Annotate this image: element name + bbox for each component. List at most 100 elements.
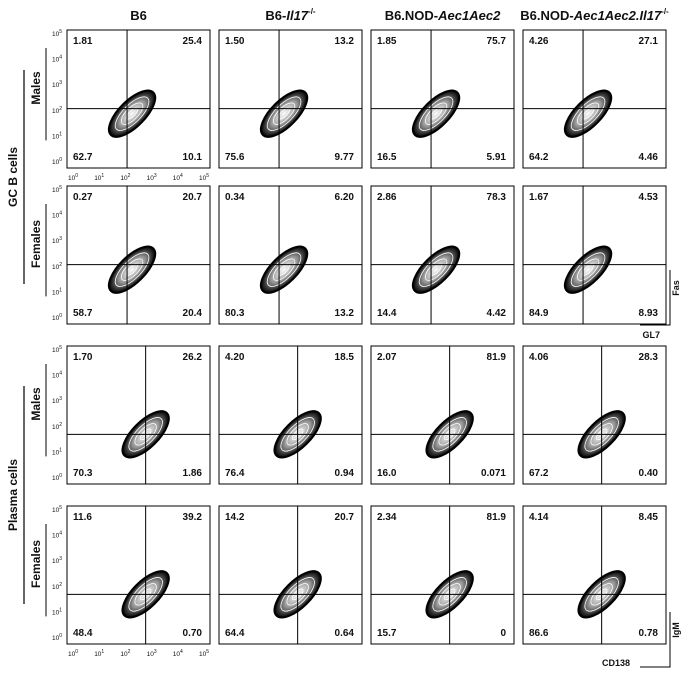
plot-frame [370,505,515,645]
y-tick-label: 104 [52,371,62,380]
y-tick-label: 103 [52,236,62,245]
x-tick-label: 104 [173,173,183,182]
contour [590,423,613,446]
tick-base: 10 [173,651,181,658]
tick-base: 10 [52,635,60,642]
column-header: B6-Il17-/- [265,7,316,23]
tick-base: 10 [52,373,60,380]
contour [272,258,296,281]
quadrant-lr: 0.70 [183,628,203,639]
header-part: B6.NOD- [385,8,438,23]
tick-base: 10 [52,133,60,140]
quadrant-ur: 4.53 [639,192,659,203]
contour [280,577,315,612]
header-part: B6 [130,8,147,23]
contour [418,96,454,131]
quadrant-ll: 48.4 [73,628,93,639]
quadrant-ll: 64.2 [529,152,549,163]
quadrant-ul: 14.2 [225,512,245,523]
contour [139,428,152,441]
tick-base: 10 [68,175,76,182]
contour [120,258,144,281]
y-tick-label: 103 [52,396,62,405]
tick-base: 10 [120,651,128,658]
x-tick-label: 100 [68,649,78,658]
group-label: Plasma cells [6,459,20,531]
quadrant-ul: 1.50 [225,36,245,47]
row-label: Males [29,387,43,421]
quadrant-ll: 86.6 [529,628,549,639]
contour [128,577,163,612]
tick-exp: 1 [59,287,62,293]
y-tick-label: 105 [52,505,62,514]
tick-base: 10 [52,82,60,89]
tick-base: 10 [52,238,60,245]
tick-base: 10 [52,398,60,405]
quadrant-ll: 14.4 [377,308,397,319]
contour [114,96,150,131]
y-tick-label: 105 [52,185,62,194]
tick-base: 10 [52,264,60,271]
tick-exp: 0 [75,649,78,655]
quadrant-ur: 18.5 [335,352,355,363]
tick-base: 10 [52,187,60,194]
quadrant-ul: 2.34 [377,512,397,523]
tick-base: 10 [52,584,60,591]
tick-exp: 2 [128,649,131,655]
tick-exp: 1 [59,131,62,137]
x-tick-label: 104 [173,649,183,658]
quadrant-ul: 4.26 [529,36,549,47]
tick-exp: 1 [59,607,62,613]
tick-exp: 3 [154,649,157,655]
x-tick-label: 100 [68,173,78,182]
tick-base: 10 [68,651,76,658]
contour [411,245,461,294]
header-part: -/- [661,7,669,16]
tick-exp: 4 [180,649,183,655]
contour [570,96,606,131]
contour [595,588,608,601]
y-tick-label: 101 [52,131,62,140]
tick-exp: 4 [180,173,183,179]
tick-base: 10 [52,347,60,354]
plot-frame [218,505,363,645]
tick-base: 10 [199,651,207,658]
tick-base: 10 [52,159,60,166]
quadrant-lr: 8.93 [639,308,659,319]
x-tick-label: 105 [199,649,209,658]
contour [286,423,309,446]
contour [424,258,448,281]
column-header: B6 [130,8,147,23]
quadrant-lr: 5.91 [487,152,507,163]
tick-base: 10 [94,175,102,182]
quadrant-ll: 64.4 [225,628,245,639]
x-tick-label: 102 [120,649,130,658]
contour [576,102,600,125]
x-tick-label: 105 [199,173,209,182]
contour [291,428,304,441]
tick-exp: 0 [59,473,62,479]
quadrant-ul: 1.70 [73,352,93,363]
contour [114,252,150,287]
quadrant-ll: 75.6 [225,152,245,163]
tick-base: 10 [173,175,181,182]
y-tick-label: 102 [52,582,62,591]
column-header: B6.NOD-Aec1Aec2 [385,8,501,23]
contour [139,588,152,601]
contour [584,577,619,612]
quadrant-ul: 0.34 [225,192,245,203]
quadrant-ul: 2.86 [377,192,397,203]
quadrant-ul: 1.81 [73,36,93,47]
contour [432,417,467,452]
header-part: -/- [308,7,316,16]
contour [443,588,456,601]
quadrant-ll: 76.4 [225,468,245,479]
quadrant-lr: 0.071 [481,468,506,479]
tick-exp: 2 [59,422,62,428]
plot-frame [66,505,211,645]
contour [576,258,600,281]
tick-base: 10 [120,175,128,182]
quadrant-ll: 58.7 [73,308,93,319]
tick-base: 10 [52,507,60,514]
tick-base: 10 [52,315,60,322]
